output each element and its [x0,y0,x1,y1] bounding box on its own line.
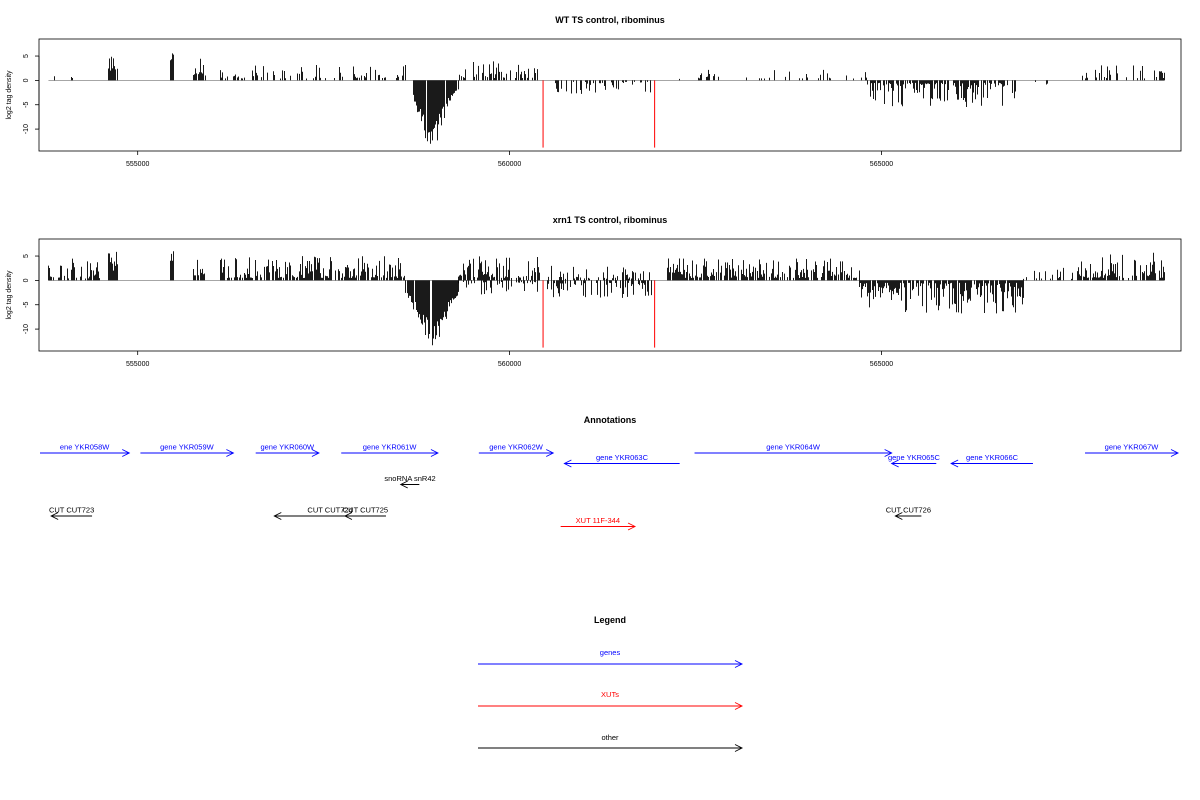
feature-label: gene YKR064W [766,443,821,452]
feature-label: gene YKR060W [260,443,315,452]
y-tick-label: 0 [23,278,30,282]
y-tick-label: -10 [23,324,30,334]
annotation-feature: snoRNA snR42 [384,474,436,489]
y-axis: 5 0 -5 -10 [23,254,40,334]
arrowhead-right-icon [546,449,555,457]
arrowhead-right-icon [122,449,131,457]
annotation-feature: XUT 11F-344 [560,516,637,531]
annotation-feature: ene YKR058W [40,443,131,457]
legend-entry-other: other [478,733,744,752]
annotation-feature: gene YKR063C [563,453,680,468]
x-tick-label: 560000 [498,361,521,368]
feature-label: CUT CUT723 [49,506,94,515]
x-axis: 555000 560000 565000 [126,151,893,168]
feature-list: ene YKR058W gene YKR059W gene YKR060W gene … [40,443,1180,531]
y-tick-label: -5 [23,302,30,308]
xrn1-coverage-panel: xrn1 TS control, ribominus log2 tag dens… [6,215,1182,368]
feature-label: CUT CUT724 [307,506,352,515]
annotation-feature: gene YKR067W [1085,443,1180,457]
arrowhead-left-icon [343,512,353,520]
arrowhead-right-icon [226,449,235,457]
legend-label: genes [600,648,621,657]
annotation-feature: CUT CUT726 [886,506,931,520]
arrowhead-left-icon [50,512,59,520]
x-tick-label: 560000 [498,161,521,168]
feature-label: XUT 11F-344 [576,516,620,525]
feature-label: gene YKR062W [489,443,544,452]
arrowhead-left-icon [273,512,282,520]
wt-coverage-panel: WT TS control, ribominus log2 tag densit… [6,15,1182,168]
arrowhead-icon [734,660,744,668]
feature-label: gene YKR061W [363,443,418,452]
y-axis-label: log2 tag density [6,70,13,120]
feature-label: gene YKR065C [888,453,941,462]
annotation-feature: gene YKR059W [140,443,235,457]
arrowhead-left-icon [399,480,408,489]
feature-label: snoRNA snR42 [384,474,435,483]
panel-title: xrn1 TS control, ribominus [553,215,668,225]
legend-label: other [601,733,619,742]
coverage-bars [48,53,1165,148]
feature-label: CUT CUT726 [886,506,931,515]
feature-label: gene YKR063C [596,453,649,462]
y-axis: 5 0 -5 -10 [23,54,40,134]
annotations-track: Annotations ene YKR058W gene YKR059W gene … [40,415,1180,531]
x-tick-label: 555000 [126,161,149,168]
arrowhead-icon [734,744,744,752]
arrowhead-left-icon [950,459,959,468]
y-axis-label: log2 tag density [6,270,13,320]
panel-title: WT TS control, ribominus [555,15,665,25]
annotation-feature: CUT CUT723 [49,506,94,520]
y-tick-label: -10 [23,124,30,134]
legend-label: XUTs [601,690,619,699]
y-tick-label: -5 [23,102,30,108]
feature-label: gene YKR067W [1105,443,1160,452]
arrowhead-left-icon [890,459,899,468]
coverage-bars [48,251,1165,348]
x-tick-label: 565000 [870,361,893,368]
annotation-feature: gene YKR065C [888,453,941,468]
annotation-feature: gene YKR066C [950,453,1033,468]
feature-label: ene YKR058W [60,443,110,452]
annotation-feature: gene YKR062W [478,443,555,457]
legend-entry-genes: genes [478,648,744,668]
annotations-title: Annotations [584,415,637,425]
arrowhead-icon [734,702,744,710]
annotation-feature: gene YKR064W [694,443,893,457]
annotation-feature: gene YKR061W [341,443,439,457]
feature-label: gene YKR066C [966,453,1019,462]
y-tick-label: 5 [23,54,30,58]
y-tick-label: 0 [23,78,30,82]
feature-label: CUT CUT725 [343,506,388,515]
x-tick-label: 565000 [870,161,893,168]
annotation-feature: CUT CUT725 [343,506,388,520]
x-axis: 555000 560000 565000 [126,351,893,368]
arrowhead-right-icon [430,449,439,457]
arrowhead-left-icon [894,512,903,520]
arrowhead-right-icon [884,449,893,457]
arrowhead-right-icon [1170,449,1180,457]
feature-label: gene YKR059W [160,443,215,452]
y-tick-label: 5 [23,254,30,258]
annotation-feature: gene YKR060W [255,443,320,457]
arrowhead-left-icon [563,459,572,468]
x-tick-label: 555000 [126,361,149,368]
legend-title: Legend [594,615,626,625]
legend: Legend genes XUTs other [478,615,744,752]
arrowhead-right-icon [311,449,320,457]
legend-entry-xuts: XUTs [478,690,744,710]
arrowhead-right-icon [627,522,637,531]
